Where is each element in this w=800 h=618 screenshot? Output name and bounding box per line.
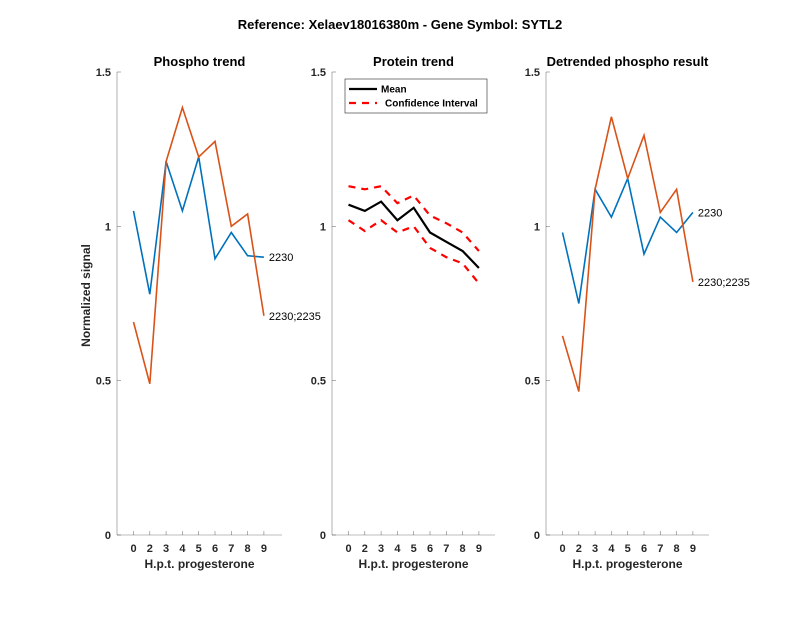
y-tick-label: 1.5 bbox=[525, 67, 540, 79]
series-line-confidence-interval-upper- bbox=[348, 185, 480, 252]
y-tick-label: 0 bbox=[105, 530, 111, 542]
x-tick-label: 6 bbox=[427, 543, 433, 555]
x-tick-label: 6 bbox=[641, 543, 647, 555]
x-tick-label: 7 bbox=[443, 543, 449, 555]
series-end-label: 2230;2235 bbox=[698, 277, 750, 289]
y-tick-label: 0.5 bbox=[311, 376, 326, 388]
x-tick-label: 5 bbox=[196, 543, 202, 555]
x-tick-label: 7 bbox=[228, 543, 234, 555]
y-tick-label: 1 bbox=[105, 221, 111, 233]
series-line-confidence-interval-lower- bbox=[347, 218, 480, 285]
panel-title: Protein trend bbox=[373, 54, 454, 69]
x-tick-label: 4 bbox=[608, 543, 615, 555]
x-tick-label: 7 bbox=[657, 543, 663, 555]
series-end-label: 2230;2235 bbox=[269, 311, 321, 323]
x-tick-label: 8 bbox=[460, 543, 466, 555]
x-tick-label: 2 bbox=[362, 543, 368, 555]
x-tick-label: 8 bbox=[245, 543, 251, 555]
series-end-label: 2230 bbox=[698, 207, 722, 219]
y-tick-label: 0 bbox=[534, 530, 540, 542]
x-tick-label: 9 bbox=[261, 543, 267, 555]
x-tick-label: 5 bbox=[625, 543, 631, 555]
x-tick-label: 0 bbox=[345, 543, 351, 555]
series-line-2230 bbox=[561, 175, 694, 304]
x-axis-label: H.p.t. progesterone bbox=[144, 557, 254, 571]
series-line-2230-2235 bbox=[561, 116, 694, 392]
x-tick-label: 0 bbox=[559, 543, 565, 555]
x-axis-label: H.p.t. progesterone bbox=[358, 557, 468, 571]
x-tick-label: 2 bbox=[576, 543, 582, 555]
x-tick-label: 4 bbox=[394, 543, 401, 555]
y-tick-label: 1 bbox=[320, 221, 326, 233]
legend-label-mean: Mean bbox=[381, 85, 407, 96]
y-tick-label: 1.5 bbox=[311, 67, 326, 79]
x-tick-label: 0 bbox=[130, 543, 136, 555]
x-tick-label: 9 bbox=[476, 543, 482, 555]
panel-title: Phospho trend bbox=[154, 54, 246, 69]
figure-title: Reference: Xelaev18016380m - Gene Symbol… bbox=[238, 17, 562, 32]
series-line-2230-2235 bbox=[132, 104, 265, 385]
x-tick-label: 3 bbox=[378, 543, 384, 555]
x-tick-label: 9 bbox=[690, 543, 696, 555]
legend-box bbox=[344, 78, 488, 114]
series-line-mean bbox=[348, 200, 480, 269]
y-tick-label: 0.5 bbox=[96, 376, 111, 388]
series-line-2230 bbox=[132, 156, 264, 295]
x-tick-label: 8 bbox=[674, 543, 680, 555]
panel-title: Detrended phospho result bbox=[547, 54, 709, 69]
y-axis-label: Normalized signal bbox=[79, 244, 93, 347]
x-tick-label: 3 bbox=[163, 543, 169, 555]
legend-label-ci: Confidence Interval bbox=[385, 99, 478, 110]
legend: Mean Confidence Interval bbox=[344, 78, 488, 114]
x-tick-label: 5 bbox=[411, 543, 417, 555]
y-tick-label: 1.5 bbox=[96, 67, 111, 79]
y-tick-label: 0 bbox=[320, 530, 326, 542]
y-tick-label: 1 bbox=[534, 221, 540, 233]
x-tick-label: 4 bbox=[179, 543, 186, 555]
y-tick-label: 0.5 bbox=[525, 376, 540, 388]
x-tick-label: 2 bbox=[147, 543, 153, 555]
x-tick-label: 6 bbox=[212, 543, 218, 555]
series-end-label: 2230 bbox=[269, 252, 293, 264]
x-tick-label: 3 bbox=[592, 543, 598, 555]
x-axis-label: H.p.t. progesterone bbox=[572, 557, 682, 571]
